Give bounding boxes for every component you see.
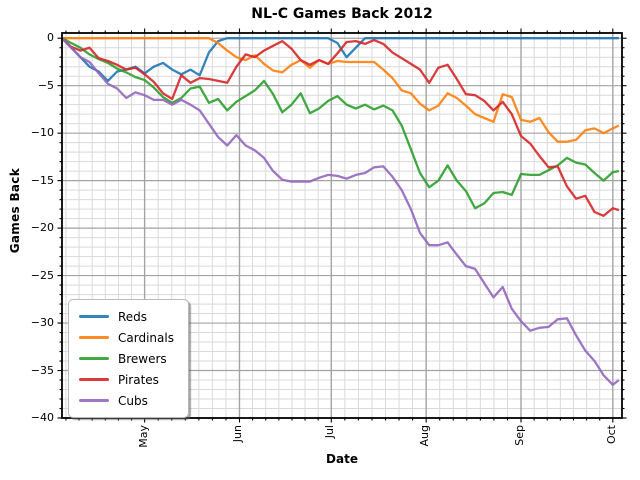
series-line-brewers xyxy=(61,37,620,210)
series-line-reds xyxy=(61,37,619,83)
legend-line-swatch xyxy=(79,336,109,339)
y-tick-label: −10 xyxy=(30,126,54,140)
x-tick-label: Jun xyxy=(231,425,245,443)
x-axis-label: Date xyxy=(326,452,358,466)
legend-line-swatch xyxy=(79,315,109,318)
x-tick-label: May xyxy=(136,425,150,448)
legend-label: Cardinals xyxy=(118,330,174,345)
y-tick-label: −35 xyxy=(30,363,54,377)
y-tick-label: −15 xyxy=(30,173,54,187)
legend-entry-brewers: Brewers xyxy=(79,348,174,369)
legend-entry-pirates: Pirates xyxy=(79,369,174,390)
y-tick-label: −25 xyxy=(30,268,54,282)
legend: Reds Cardinals Brewers Pirates Cubs xyxy=(68,299,189,418)
y-axis-label: Games Back xyxy=(8,168,22,254)
x-tick-label: Jul xyxy=(323,425,337,439)
legend-label: Reds xyxy=(118,309,148,324)
legend-entry-cubs: Cubs xyxy=(79,390,174,411)
series-line-cardinals xyxy=(62,37,620,143)
y-tick-label: −40 xyxy=(30,411,54,424)
series-line-cubs xyxy=(61,37,620,386)
legend-line-swatch xyxy=(79,378,109,381)
legend-label: Pirates xyxy=(118,372,159,387)
legend-entry-cardinals: Cardinals xyxy=(79,327,174,348)
x-tick-label: Sep xyxy=(513,425,527,446)
legend-label: Cubs xyxy=(118,393,148,408)
axes-spines xyxy=(61,32,623,419)
y-tick-label: −5 xyxy=(37,78,54,92)
chart-title: NL-C Games Back 2012 xyxy=(251,6,433,22)
legend-entry-reds: Reds xyxy=(79,306,174,327)
y-tick-label: 0 xyxy=(47,31,54,45)
y-tick-label: −30 xyxy=(30,316,54,330)
legend-line-swatch xyxy=(79,357,109,360)
x-tick-label: Oct xyxy=(604,425,618,445)
y-tick-label: −20 xyxy=(30,221,54,235)
legend-line-swatch xyxy=(79,399,109,402)
x-tick-label: Aug xyxy=(418,425,432,447)
legend-label: Brewers xyxy=(118,351,167,366)
series-line-pirates xyxy=(61,37,620,217)
